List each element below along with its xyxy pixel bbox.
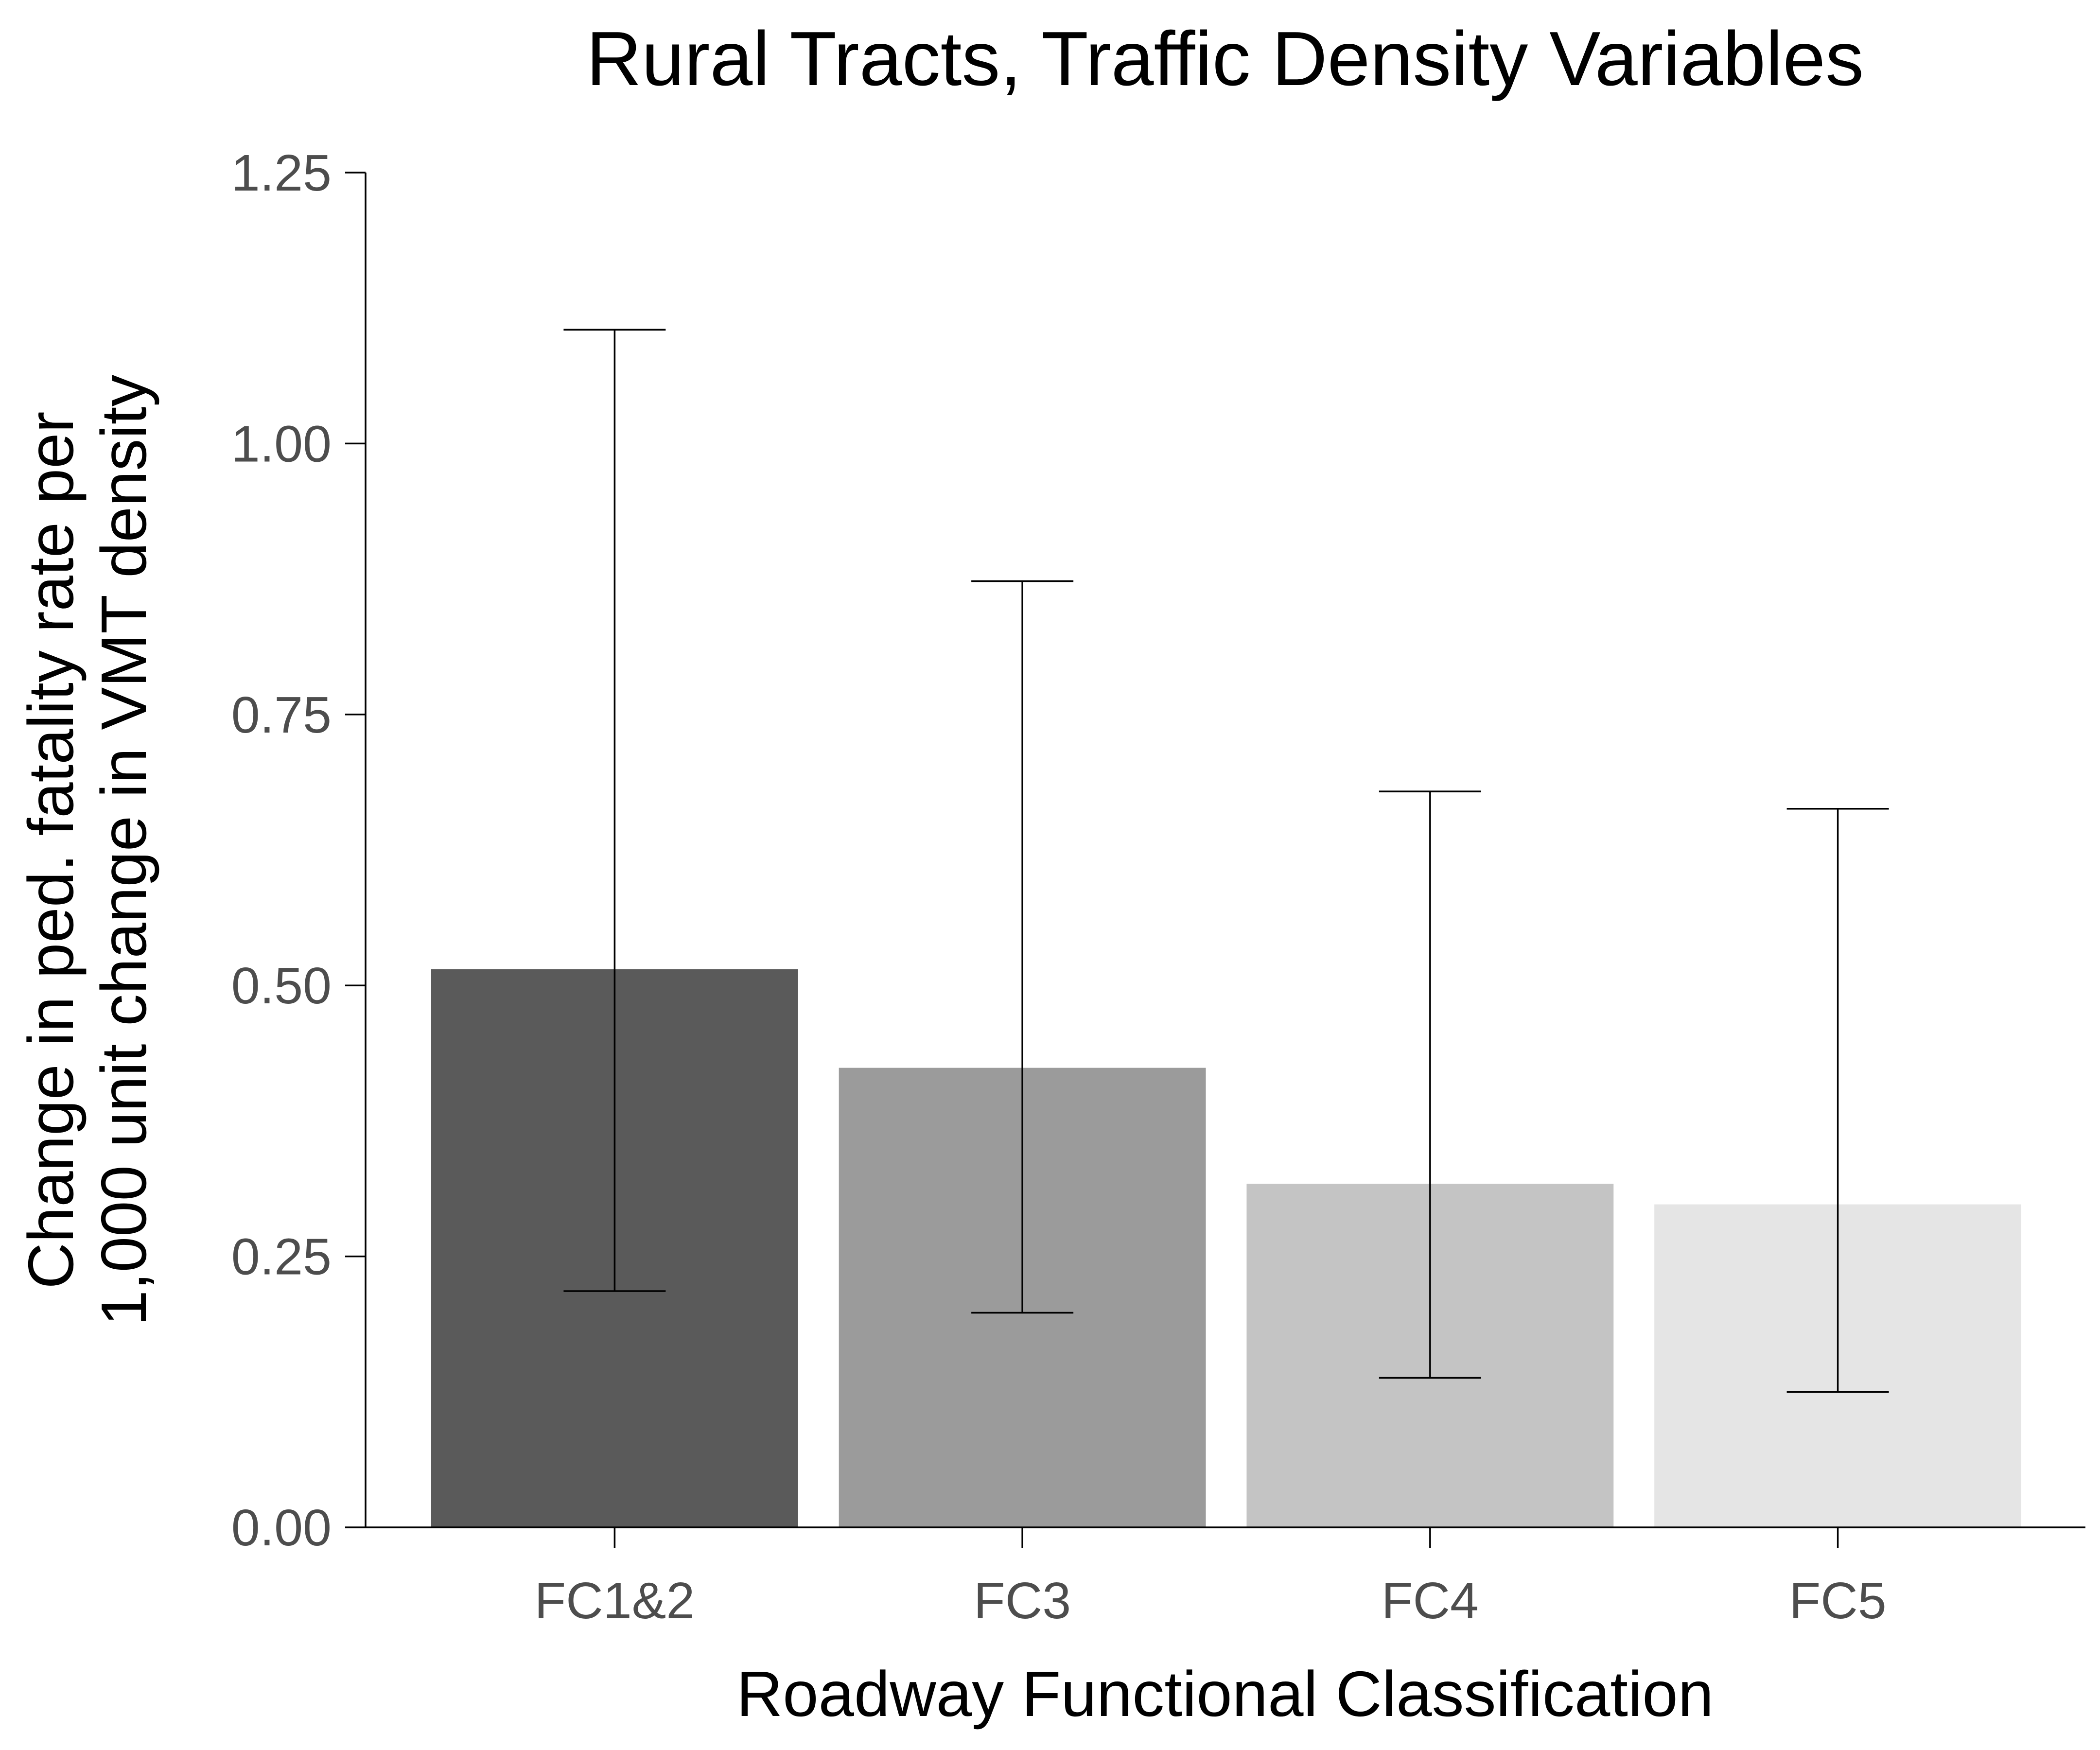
y-axis-title-line-1: Change in ped. fatality rate per [15, 411, 87, 1289]
y-tick-label: 1.00 [231, 415, 332, 472]
chart-title: Rural Tracts, Traffic Density Variables [586, 16, 1864, 102]
y-axis-title: Change in ped. fatality rate per 1,000 u… [15, 375, 159, 1326]
x-tick-label: FC3 [974, 1572, 1071, 1629]
y-tick-label: 0.75 [231, 686, 332, 744]
error-bar-1 [563, 329, 666, 1292]
x-axis-title: Roadway Functional Classification [736, 1658, 1714, 1730]
y-tick-label: 0.50 [231, 957, 332, 1015]
y-tick-label: 0.25 [231, 1228, 332, 1286]
x-tick-label: FC1&2 [534, 1572, 695, 1629]
y-axis-title-line-2: 1,000 unit change in VMT density [88, 375, 159, 1326]
error-bar-2 [971, 580, 1074, 1314]
error-bar-4 [1786, 808, 1889, 1393]
x-axis-ticks: FC1&2 FC3 FC4 FC5 [534, 1527, 1887, 1629]
error-bars-layer [563, 329, 1889, 1393]
y-axis-ticks: 0.00 0.25 0.50 0.75 1.00 1.25 [231, 144, 366, 1557]
y-tick-label: 1.25 [231, 144, 332, 202]
x-tick-label: FC4 [1382, 1572, 1479, 1629]
error-bar-3 [1379, 790, 1481, 1379]
y-tick-label: 0.00 [231, 1499, 332, 1557]
plot-area: 0.00 0.25 0.50 0.75 1.00 1.25 FC1&2 FC3 FC4 FC5 [231, 144, 2085, 1629]
bars-layer [431, 969, 2022, 1527]
x-tick-label: FC5 [1789, 1572, 1886, 1629]
